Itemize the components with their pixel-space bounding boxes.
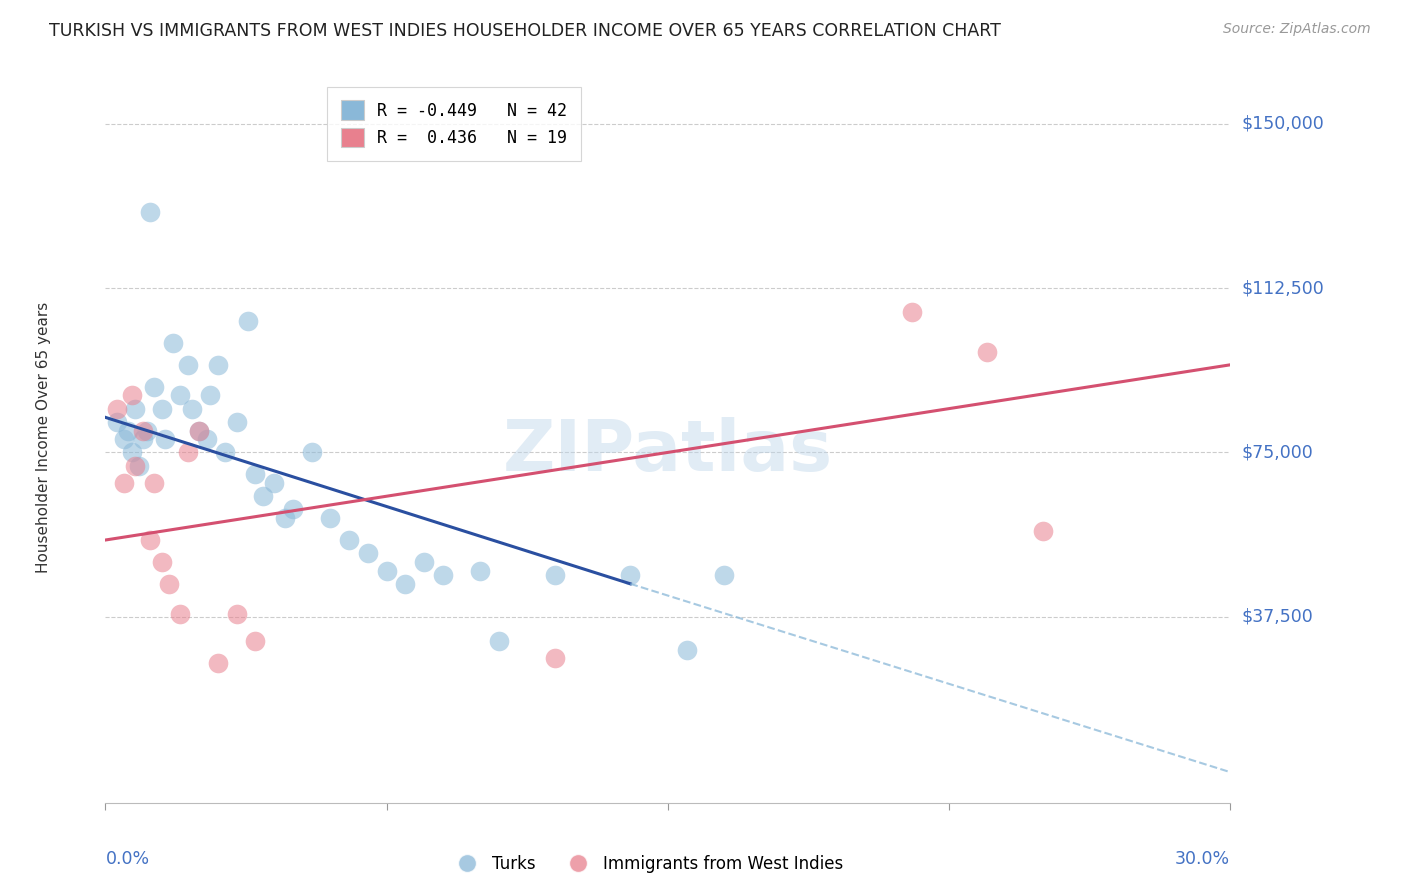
Point xyxy=(121,445,143,459)
Point xyxy=(162,335,184,350)
Point xyxy=(105,415,128,429)
Point xyxy=(132,424,155,438)
Point xyxy=(121,388,143,402)
Point xyxy=(157,576,180,591)
Point xyxy=(337,533,360,547)
Point xyxy=(169,388,191,402)
Point xyxy=(139,533,162,547)
Point xyxy=(117,424,139,438)
Point xyxy=(413,555,436,569)
Point xyxy=(544,568,567,582)
Text: $112,500: $112,500 xyxy=(1241,279,1324,297)
Point xyxy=(135,424,157,438)
Point xyxy=(225,415,247,429)
Point xyxy=(274,511,297,525)
Point xyxy=(236,314,259,328)
Point xyxy=(263,476,285,491)
Point xyxy=(195,432,218,446)
Point xyxy=(207,358,229,372)
Point xyxy=(124,458,146,473)
Text: ZIPatlas: ZIPatlas xyxy=(503,417,832,486)
Point xyxy=(976,344,998,359)
Point xyxy=(713,568,735,582)
Point xyxy=(394,576,416,591)
Text: Source: ZipAtlas.com: Source: ZipAtlas.com xyxy=(1223,22,1371,37)
Point xyxy=(900,305,922,319)
Point xyxy=(169,607,191,622)
Point xyxy=(375,564,398,578)
Point xyxy=(105,401,128,416)
Point xyxy=(675,642,697,657)
Point xyxy=(124,401,146,416)
Legend: Turks, Immigrants from West Indies: Turks, Immigrants from West Indies xyxy=(444,848,849,880)
Point xyxy=(112,476,135,491)
Point xyxy=(143,476,166,491)
Text: TURKISH VS IMMIGRANTS FROM WEST INDIES HOUSEHOLDER INCOME OVER 65 YEARS CORRELAT: TURKISH VS IMMIGRANTS FROM WEST INDIES H… xyxy=(49,22,1001,40)
Point xyxy=(301,445,323,459)
Point xyxy=(177,445,200,459)
Point xyxy=(544,651,567,665)
Point xyxy=(1032,524,1054,539)
Point xyxy=(470,564,492,578)
Point xyxy=(357,546,380,560)
Text: $75,000: $75,000 xyxy=(1241,443,1313,461)
Point xyxy=(319,511,342,525)
Point xyxy=(150,555,173,569)
Point xyxy=(112,432,135,446)
Text: 30.0%: 30.0% xyxy=(1175,850,1230,868)
Point xyxy=(245,633,267,648)
Point xyxy=(139,204,162,219)
Point xyxy=(200,388,222,402)
Point xyxy=(150,401,173,416)
Text: $37,500: $37,500 xyxy=(1241,607,1313,625)
Point xyxy=(155,432,177,446)
Point xyxy=(245,467,267,482)
Point xyxy=(188,424,211,438)
Text: $150,000: $150,000 xyxy=(1241,115,1324,133)
Point xyxy=(188,424,211,438)
Legend: R = -0.449   N = 42, R =  0.436   N = 19: R = -0.449 N = 42, R = 0.436 N = 19 xyxy=(328,87,581,161)
Point xyxy=(252,489,274,503)
Point xyxy=(128,458,150,473)
Point xyxy=(281,502,304,516)
Point xyxy=(177,358,200,372)
Text: Householder Income Over 65 years: Householder Income Over 65 years xyxy=(37,301,51,573)
Point xyxy=(143,380,166,394)
Point xyxy=(432,568,454,582)
Point xyxy=(619,568,641,582)
Point xyxy=(488,633,510,648)
Point xyxy=(132,432,155,446)
Point xyxy=(225,607,247,622)
Point xyxy=(180,401,202,416)
Point xyxy=(207,656,229,670)
Point xyxy=(214,445,236,459)
Text: 0.0%: 0.0% xyxy=(105,850,149,868)
